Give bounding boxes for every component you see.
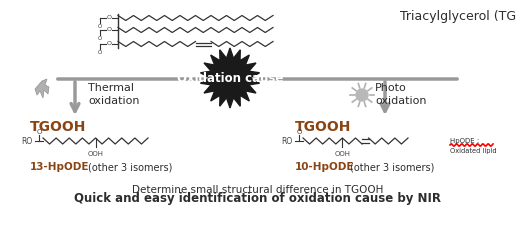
Text: OOH: OOH <box>334 151 350 157</box>
Text: Triacylglycerol (TG): Triacylglycerol (TG) <box>400 10 516 23</box>
Text: (other 3 isomers): (other 3 isomers) <box>88 162 172 172</box>
Text: Quick and easy identification of oxidation cause by NIR: Quick and easy identification of oxidati… <box>74 192 442 205</box>
Polygon shape <box>200 48 260 108</box>
Text: Oxidated lipid: Oxidated lipid <box>450 148 496 154</box>
Text: OOH: OOH <box>88 151 104 157</box>
Text: HpODE :: HpODE : <box>450 138 479 144</box>
Text: O: O <box>98 23 102 28</box>
Text: O: O <box>98 36 102 41</box>
Text: 13-HpODE: 13-HpODE <box>30 162 89 172</box>
Polygon shape <box>35 79 49 98</box>
Text: TGOOH: TGOOH <box>295 120 351 134</box>
Text: O: O <box>106 41 111 46</box>
Text: O: O <box>98 50 102 55</box>
Text: O: O <box>296 129 302 135</box>
Text: Oxidation cause: Oxidation cause <box>177 72 283 85</box>
Text: RO: RO <box>22 137 33 146</box>
Text: TGOOH: TGOOH <box>30 120 86 134</box>
Text: Photo
oxidation: Photo oxidation <box>375 83 427 106</box>
Text: O: O <box>36 129 42 135</box>
Text: O: O <box>106 14 111 19</box>
Text: Thermal
oxidation: Thermal oxidation <box>88 83 139 106</box>
Text: RO: RO <box>282 137 293 146</box>
Text: 10-HpODE: 10-HpODE <box>295 162 354 172</box>
Text: O: O <box>106 27 111 32</box>
Text: Determine small structural difference in TGOOH: Determine small structural difference in… <box>132 185 384 195</box>
Circle shape <box>356 89 368 101</box>
Text: (other 3 isomers): (other 3 isomers) <box>350 162 434 172</box>
